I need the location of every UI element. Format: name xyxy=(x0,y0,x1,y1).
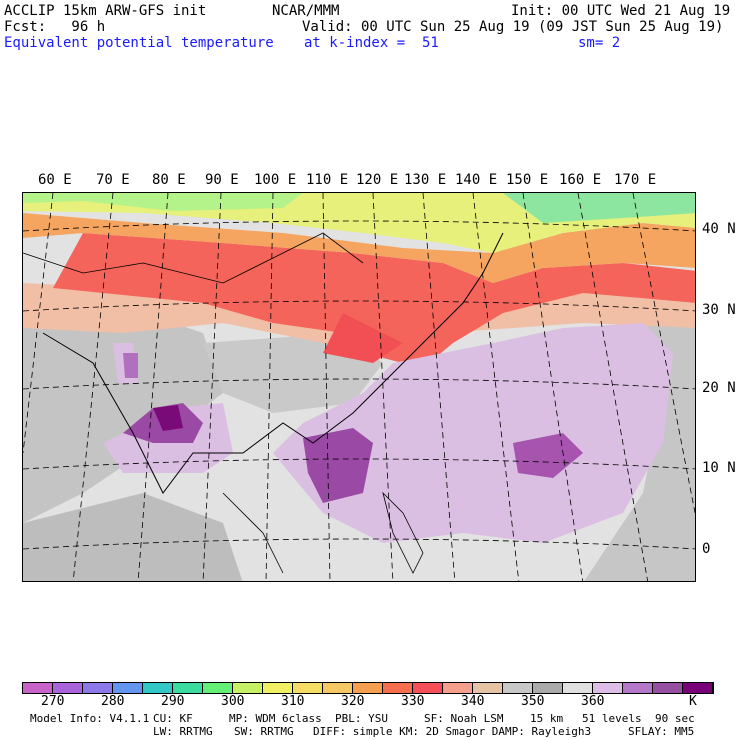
mp-scheme: MP: WDM 6class xyxy=(229,712,322,725)
colorbar-tick: 320 xyxy=(341,694,365,709)
lon-label: 160 E xyxy=(559,172,602,188)
colorbar-swatch xyxy=(533,683,563,693)
colorbar-swatch xyxy=(563,683,593,693)
lon-label: 70 E xyxy=(96,172,130,188)
colorbar-swatch xyxy=(83,683,113,693)
lon-label: 110 E xyxy=(306,172,349,188)
colorbar-tick: 350 xyxy=(521,694,545,709)
map-field xyxy=(23,193,695,581)
lon-label: 80 E xyxy=(152,172,186,188)
resolution: 15 km xyxy=(530,712,564,725)
lat-label: 0 xyxy=(702,541,711,557)
org-label: NCAR/MMM xyxy=(272,3,340,19)
colorbar-swatch xyxy=(23,683,53,693)
sw-scheme: SW: RRTMG xyxy=(234,725,294,738)
colorbar-swatch xyxy=(503,683,533,693)
lon-label: 100 E xyxy=(254,172,297,188)
colorbar-swatch xyxy=(143,683,173,693)
lw-scheme: LW: RRTMG xyxy=(153,725,213,738)
smoothing-label: sm= 2 xyxy=(578,35,621,51)
lat-label: 30 N xyxy=(702,302,736,318)
field-name: Equivalent potential temperature xyxy=(4,35,274,51)
lon-label: 170 E xyxy=(614,172,657,188)
sf-scheme: SF: Noah LSM xyxy=(424,712,504,725)
colorbar-swatch xyxy=(293,683,323,693)
colorbar-swatch xyxy=(683,683,713,693)
colorbar-swatch xyxy=(473,683,503,693)
diff-scheme: DIFF: simple KM: 2D Smagor DAMP: Rayleig… xyxy=(313,725,592,738)
theta-e-map xyxy=(22,192,696,582)
model-title: ACCLIP 15km ARW-GFS init xyxy=(4,3,207,19)
colorbar xyxy=(22,682,714,694)
colorbar-tick: 360 xyxy=(581,694,605,709)
init-time: Init: 00 UTC Wed 21 Aug 19 xyxy=(511,3,731,19)
colorbar-swatch xyxy=(413,683,443,693)
cu-scheme: CU: KF xyxy=(153,712,193,725)
colorbar-tick: 270 xyxy=(41,694,65,709)
colorbar-tick: 330 xyxy=(401,694,425,709)
lon-label: 150 E xyxy=(506,172,549,188)
lon-label: 130 E xyxy=(404,172,447,188)
colorbar-swatch xyxy=(443,683,473,693)
colorbar-unit: K xyxy=(689,694,697,709)
colorbar-swatch xyxy=(233,683,263,693)
lat-label: 10 N xyxy=(702,460,736,476)
timestep: 90 sec xyxy=(655,712,695,725)
colorbar-swatch xyxy=(323,683,353,693)
level-label: at k-index = 51 xyxy=(304,35,439,51)
lon-label: 60 E xyxy=(38,172,72,188)
colorbar-swatch xyxy=(353,683,383,693)
colorbar-tick: 310 xyxy=(281,694,305,709)
colorbar-swatch xyxy=(263,683,293,693)
colorbar-swatch xyxy=(653,683,683,693)
colorbar-swatch xyxy=(173,683,203,693)
lat-label: 20 N xyxy=(702,380,736,396)
sflay-scheme: SFLAY: MM5 xyxy=(628,725,695,738)
forecast-hour: Fcst: 96 h xyxy=(4,19,106,35)
colorbar-tick: 300 xyxy=(221,694,245,709)
colorbar-swatch xyxy=(623,683,653,693)
lon-label: 120 E xyxy=(356,172,399,188)
colorbar-tick: 340 xyxy=(461,694,485,709)
colorbar-swatch xyxy=(53,683,83,693)
lat-label: 40 N xyxy=(702,221,736,237)
pbl-scheme: PBL: YSU xyxy=(335,712,388,725)
lon-label: 90 E xyxy=(205,172,239,188)
colorbar-swatch xyxy=(203,683,233,693)
levels: 51 levels xyxy=(582,712,642,725)
lon-label: 140 E xyxy=(455,172,498,188)
colorbar-swatch xyxy=(593,683,623,693)
colorbar-swatch xyxy=(113,683,143,693)
valid-time: Valid: 00 UTC Sun 25 Aug 19 (09 JST Sun … xyxy=(302,19,724,35)
colorbar-tick: 280 xyxy=(101,694,125,709)
colorbar-swatch xyxy=(383,683,413,693)
colorbar-tick: 290 xyxy=(161,694,185,709)
model-info: Model Info: V4.1.1 xyxy=(30,712,150,725)
